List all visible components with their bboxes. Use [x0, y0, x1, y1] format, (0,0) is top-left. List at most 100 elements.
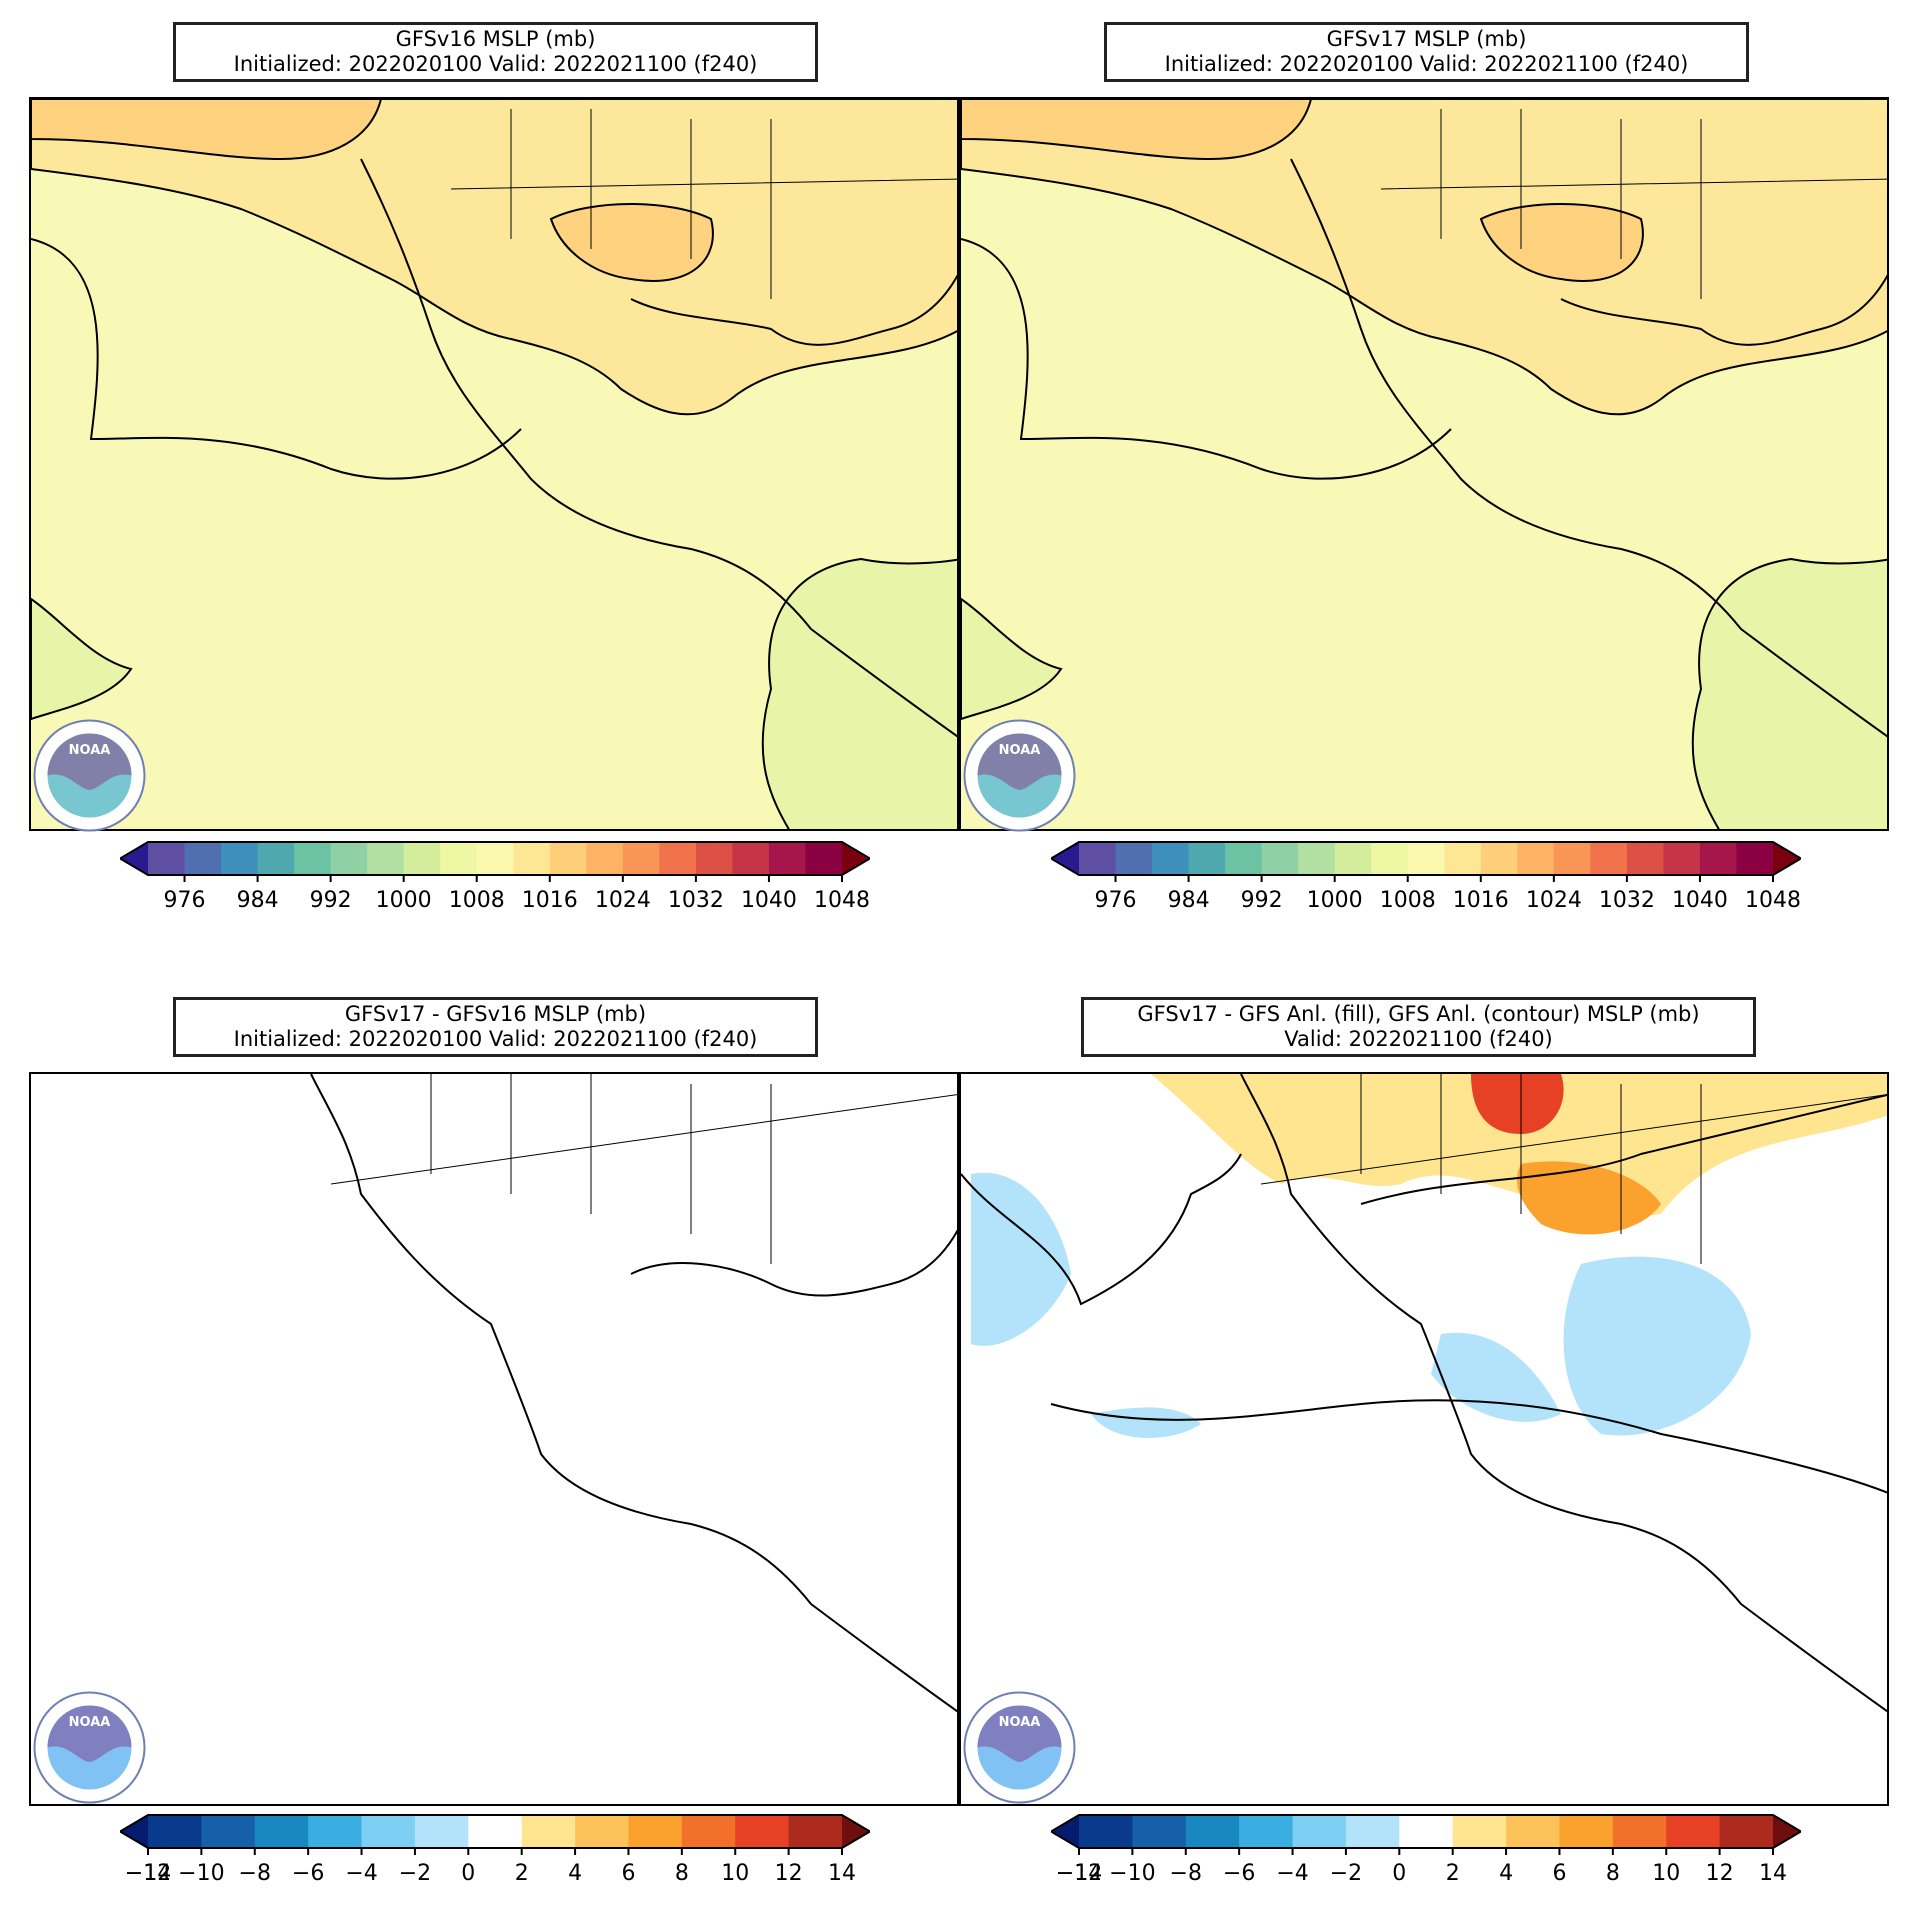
- colorbar-segment: [586, 842, 624, 875]
- colorbar-tick-label: 2: [514, 1861, 529, 1886]
- colorbar-segment: [294, 842, 332, 875]
- noaa-logo: NOAA: [32, 718, 147, 833]
- colorbar-segment: [1292, 1815, 1347, 1848]
- colorbar-segment: [1559, 1815, 1614, 1848]
- noaa-logo: NOAA: [962, 1690, 1077, 1805]
- colorbar-tick-label: −12: [124, 1861, 172, 1886]
- colorbar-segment: [1666, 1815, 1721, 1848]
- colorbar-segment: [1188, 842, 1226, 875]
- colorbar-tick-label: 1016: [521, 888, 578, 913]
- colorbar-segment: [403, 842, 441, 875]
- colorbar-under-triangle: [120, 1815, 148, 1848]
- colorbar-segment: [681, 1815, 736, 1848]
- colorbar-segment: [1185, 1815, 1240, 1848]
- panel-title-gfsv16: GFSv16 MSLP (mb) Initialized: 2022020100…: [173, 22, 818, 82]
- colorbar-strip: [120, 841, 870, 882]
- colorbar-tick-label: −10: [178, 1861, 225, 1886]
- colorbar-strip: [120, 1814, 870, 1855]
- colorbar-tick-label: 984: [1167, 888, 1210, 913]
- colorbar-segment: [1345, 1815, 1400, 1848]
- colorbar-tick-label: −8: [238, 1861, 271, 1886]
- colorbar-tick-label: 2: [1445, 1861, 1460, 1886]
- colorbar-tick-label: 6: [1552, 1861, 1567, 1886]
- colorbar-segment: [1480, 842, 1518, 875]
- colorbar-mslp-left: 976 984 992 1000 1008 1016 1024 1032 1040 1048: [120, 840, 870, 920]
- noaa-logo-text: NOAA: [999, 1715, 1041, 1730]
- panel-title-gfsv17: GFSv17 MSLP (mb) Initialized: 2022020100…: [1104, 22, 1749, 82]
- colorbar-segment: [1132, 1815, 1187, 1848]
- colorbar-segment: [805, 842, 843, 875]
- colorbar-segment: [476, 842, 514, 875]
- colorbar-over-triangle: [842, 842, 870, 875]
- colorbar-segment: [622, 842, 660, 875]
- colorbar-strip: [1051, 841, 1801, 882]
- colorbar-tick-label: 10: [1652, 1861, 1681, 1886]
- noaa-logo: NOAA: [962, 718, 1077, 833]
- colorbar-tick-label: 1008: [1379, 888, 1436, 913]
- colorbar-under-triangle: [120, 842, 148, 875]
- colorbar-mslp-right: 976 984 992 1000 1008 1016 1024 1032 1040 1048: [1051, 840, 1801, 920]
- colorbar-tick-label: −12: [1055, 1861, 1103, 1886]
- colorbar-tick-label: 976: [1094, 888, 1137, 913]
- colorbar-tick-label: 0: [461, 1861, 476, 1886]
- colorbar-segment: [1298, 842, 1336, 875]
- colorbar-tick-label: 8: [674, 1861, 689, 1886]
- colorbar-strip: [1051, 1814, 1801, 1855]
- colorbar-segment: [184, 842, 222, 875]
- colorbar-tick-label: 1008: [448, 888, 505, 913]
- colorbar-segment: [361, 1815, 416, 1848]
- colorbar-segment: [1239, 1815, 1294, 1848]
- colorbar-segment: [257, 842, 295, 875]
- colorbar-tick-label: 12: [1705, 1861, 1734, 1886]
- colorbar-tick-label: 1048: [814, 888, 870, 913]
- colorbar-segment: [1115, 842, 1153, 875]
- colorbar-tick-label: 14: [828, 1861, 856, 1886]
- colorbar-segment: [732, 842, 770, 875]
- colorbar-segment: [308, 1815, 363, 1848]
- colorbar-segment: [201, 1815, 256, 1848]
- colorbar-tick-label: 1024: [594, 888, 651, 913]
- colorbar-segment: [549, 842, 587, 875]
- colorbar-tick-label: 1048: [1745, 888, 1801, 913]
- colorbar-segment: [330, 842, 368, 875]
- title-line-2: Initialized: 2022020100 Valid: 202202110…: [233, 1027, 758, 1051]
- colorbar-segment: [575, 1815, 629, 1848]
- colorbar-segment: [1506, 1815, 1560, 1848]
- colorbar-tick-label: 0: [1392, 1861, 1407, 1886]
- colorbar-outline: [120, 841, 870, 876]
- colorbar-over-triangle: [1773, 1815, 1801, 1848]
- colorbar-segment: [768, 842, 806, 875]
- colorbar-segment: [414, 1815, 469, 1848]
- map-panel-gfsv17: [959, 97, 1889, 831]
- map-canvas: [31, 1074, 957, 1804]
- colorbar-tick-label: 8: [1605, 1861, 1620, 1886]
- colorbar-segment: [1079, 842, 1117, 875]
- colorbar-segment: [367, 842, 405, 875]
- colorbar-tick-label: 1040: [1671, 888, 1728, 913]
- title-line-1: GFSv17 - GFSv16 MSLP (mb): [344, 1002, 647, 1026]
- colorbar-segment: [1736, 842, 1774, 875]
- colorbar-tick-label: 1000: [1306, 888, 1363, 913]
- colorbar-segment: [513, 842, 551, 875]
- colorbar-segment: [254, 1815, 309, 1848]
- colorbar-segment: [1261, 842, 1299, 875]
- colorbar-tick-label: −14: [1055, 1861, 1103, 1886]
- colorbar-segment: [1225, 842, 1263, 875]
- colorbar-tick-label: 984: [236, 888, 279, 913]
- title-line-2: Valid: 2022021100 (f240): [1284, 1027, 1553, 1051]
- title-line-1: GFSv17 - GFS Anl. (fill), GFS Anl. (cont…: [1137, 1002, 1700, 1026]
- colorbar-over-triangle: [1773, 842, 1801, 875]
- colorbar-tick-label: −6: [291, 1861, 325, 1886]
- colorbar-tick-label: −8: [1169, 1861, 1202, 1886]
- colorbar-segment: [1553, 842, 1591, 875]
- colorbar-outline: [1051, 841, 1801, 876]
- colorbar-segment: [468, 1815, 523, 1848]
- map-panel-gfsv16: [29, 97, 959, 831]
- colorbar-under-triangle: [1051, 1815, 1079, 1848]
- colorbar-tick-label: 10: [721, 1861, 750, 1886]
- noaa-logo: NOAA: [32, 1690, 147, 1805]
- map-canvas: [31, 99, 957, 829]
- colorbar-segment: [1371, 842, 1409, 875]
- colorbar-segment: [628, 1815, 683, 1848]
- map-panel-diff-v17-anl: [959, 1072, 1889, 1806]
